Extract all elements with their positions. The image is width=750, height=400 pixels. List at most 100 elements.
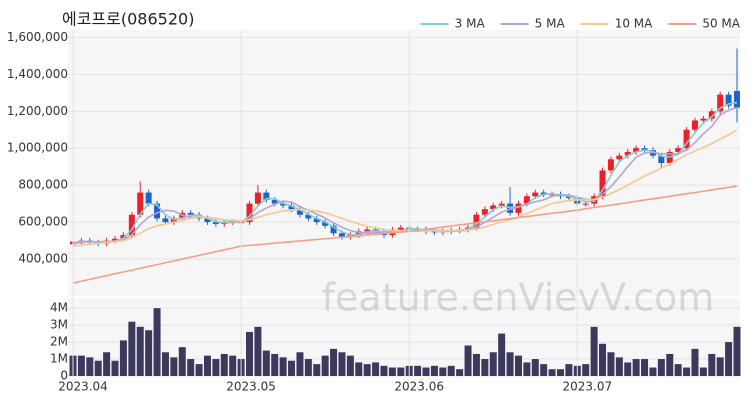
volume-bar xyxy=(136,326,144,376)
candle-body xyxy=(288,205,295,210)
volume-bar xyxy=(607,352,615,376)
x-tick-label: 2023.05 xyxy=(226,380,276,394)
y-tick-label: 2M xyxy=(50,335,68,349)
volume-bar xyxy=(481,359,489,376)
candle-body xyxy=(683,129,690,149)
volume-bar xyxy=(683,367,691,376)
volume-bar xyxy=(498,333,506,376)
volume-bar xyxy=(203,355,211,376)
volume-bar xyxy=(161,352,169,376)
volume-bar xyxy=(229,355,237,376)
candle-body xyxy=(112,238,119,241)
candle-body xyxy=(364,229,371,232)
volume-bar xyxy=(725,342,733,376)
candle-body xyxy=(549,194,556,196)
volume-bar xyxy=(296,352,304,376)
volume-bar xyxy=(86,357,94,376)
volume-bar xyxy=(733,326,741,376)
volume-bar xyxy=(338,352,346,376)
candle-body xyxy=(515,203,522,213)
legend-label: 10 MA xyxy=(615,17,653,31)
candle-body xyxy=(246,203,253,223)
volume-bar xyxy=(254,326,262,376)
candle-body xyxy=(532,192,539,197)
candle-body xyxy=(507,203,514,213)
legend-label: 5 MA xyxy=(535,17,566,31)
volume-bar xyxy=(565,364,573,376)
volume-bar xyxy=(657,359,665,376)
candle-body xyxy=(338,233,345,237)
candle-body xyxy=(431,231,438,233)
legend-label: 3 MA xyxy=(455,17,486,31)
y-tick-label: 1,200,000 xyxy=(7,104,68,118)
candle-body xyxy=(734,90,740,108)
candle-body xyxy=(280,203,287,206)
volume-bar xyxy=(313,364,321,376)
volume-bar xyxy=(220,353,228,376)
candle-body xyxy=(313,218,320,223)
y-tick-label: 1M xyxy=(50,352,68,366)
watermark: feature.enVievV.com xyxy=(322,276,715,320)
volume-bar xyxy=(649,367,657,376)
volume-bar xyxy=(439,367,447,376)
volume-bar xyxy=(304,359,312,376)
volume-bar xyxy=(346,355,354,376)
candle-body xyxy=(565,196,572,199)
candle-body xyxy=(540,192,547,195)
candle-body xyxy=(633,148,640,152)
candle-body xyxy=(675,148,682,152)
volume-bar xyxy=(77,355,85,376)
volume-bar xyxy=(699,367,707,376)
y-tick-label: 4M xyxy=(50,301,68,315)
volume-bar xyxy=(145,330,153,376)
candle-body xyxy=(481,209,488,215)
volume-bar xyxy=(103,352,111,376)
price-plot-area xyxy=(68,30,740,296)
volume-bar xyxy=(590,326,598,376)
volume-bar xyxy=(464,345,472,376)
volume-bar xyxy=(178,347,186,376)
y-tick-label: 0 xyxy=(60,369,68,383)
volume-bar xyxy=(288,360,296,376)
candle-body xyxy=(397,227,404,230)
volume-bar xyxy=(447,365,455,376)
candle-body xyxy=(641,148,648,151)
y-tick-label: 3M xyxy=(50,318,68,332)
candle-body xyxy=(658,155,665,163)
volume-bar xyxy=(514,355,522,376)
candle-body xyxy=(271,199,278,204)
candle-body xyxy=(162,218,169,223)
volume-bar xyxy=(548,369,556,376)
volume-bar xyxy=(666,353,674,376)
candle-body xyxy=(700,118,707,121)
volume-bar xyxy=(271,353,279,376)
y-tick-label: 1,000,000 xyxy=(7,141,68,155)
candle-body xyxy=(212,222,219,224)
candle-body xyxy=(154,203,161,219)
volume-bar xyxy=(128,321,136,376)
volume-bar xyxy=(456,369,464,376)
y-tick-label: 1,400,000 xyxy=(7,67,68,81)
volume-bar xyxy=(599,343,607,376)
volume-bar xyxy=(624,362,632,376)
candle-body xyxy=(204,218,211,223)
volume-bar xyxy=(632,359,640,376)
candle-body xyxy=(607,159,614,171)
candle-body xyxy=(624,151,631,156)
candle-body xyxy=(128,214,135,236)
candle-body xyxy=(616,155,623,160)
candle-body xyxy=(120,235,127,239)
ma-line xyxy=(72,185,738,284)
volume-bar xyxy=(262,350,270,376)
volume-bar xyxy=(330,348,338,376)
candle-body xyxy=(599,170,606,197)
volume-bar xyxy=(506,352,514,376)
candle-body xyxy=(725,94,732,106)
y-tick-label: 1,600,000 xyxy=(7,30,68,44)
volume-bar xyxy=(708,353,716,376)
chart-title: 에코프로(086520) xyxy=(62,10,194,29)
candle-body xyxy=(708,111,715,119)
volume-bar xyxy=(380,365,388,376)
volume-bar xyxy=(388,367,396,376)
